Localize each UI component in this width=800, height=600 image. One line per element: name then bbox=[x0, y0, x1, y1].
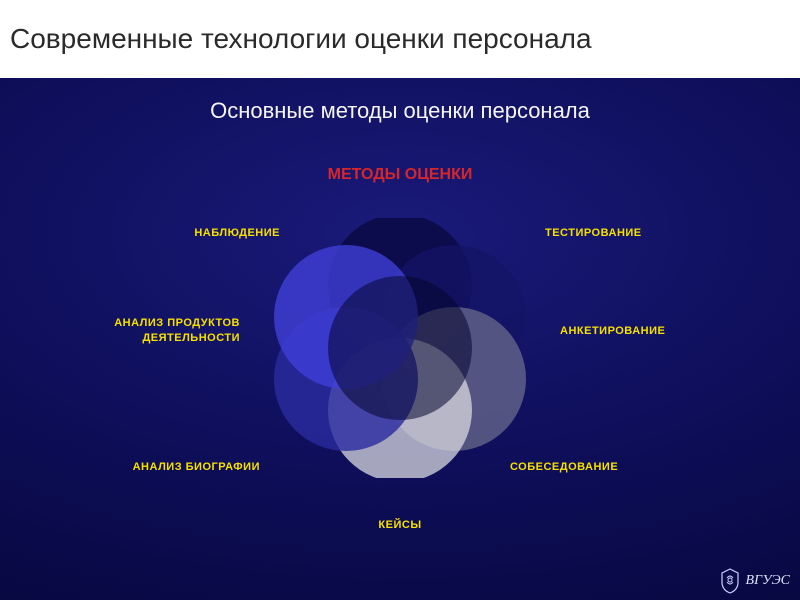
label-survey: АНКЕТИРОВАНИЕ bbox=[560, 324, 665, 339]
label-biography: АНАЛИЗ БИОГРАФИИ bbox=[133, 460, 260, 475]
footer-logo: ВГУЭС bbox=[720, 568, 790, 594]
label-interview: СОБЕСЕДОВАНИЕ bbox=[510, 460, 618, 475]
label-testing: ТЕСТИРОВАНИЕ bbox=[545, 226, 642, 241]
label-products: АНАЛИЗ ПРОДУКТОВ ДЕЯТЕЛЬНОСТИ bbox=[114, 316, 240, 346]
venn-diagram bbox=[270, 218, 530, 478]
label-observation: НАБЛЮДЕНИЕ bbox=[194, 226, 280, 241]
slide: Основные методы оценки персонала МЕТОДЫ … bbox=[0, 78, 800, 600]
diagram: ТЕСТИРОВАНИЕ АНКЕТИРОВАНИЕ СОБЕСЕДОВАНИЕ КЕ… bbox=[0, 198, 800, 600]
venn-circle-6 bbox=[328, 276, 472, 420]
label-cases: КЕЙСЫ bbox=[378, 518, 421, 533]
page-root: Современные технологии оценки персонала … bbox=[0, 0, 800, 600]
page-title: Современные технологии оценки персонала bbox=[10, 23, 592, 55]
footer-text: ВГУЭС bbox=[746, 573, 790, 589]
emblem-icon bbox=[720, 568, 740, 594]
venn-svg bbox=[270, 218, 530, 478]
title-bar: Современные технологии оценки персонала bbox=[0, 0, 800, 78]
center-label: МЕТОДЫ ОЦЕНКИ bbox=[0, 166, 800, 184]
subtitle: Основные методы оценки персонала bbox=[0, 98, 800, 124]
